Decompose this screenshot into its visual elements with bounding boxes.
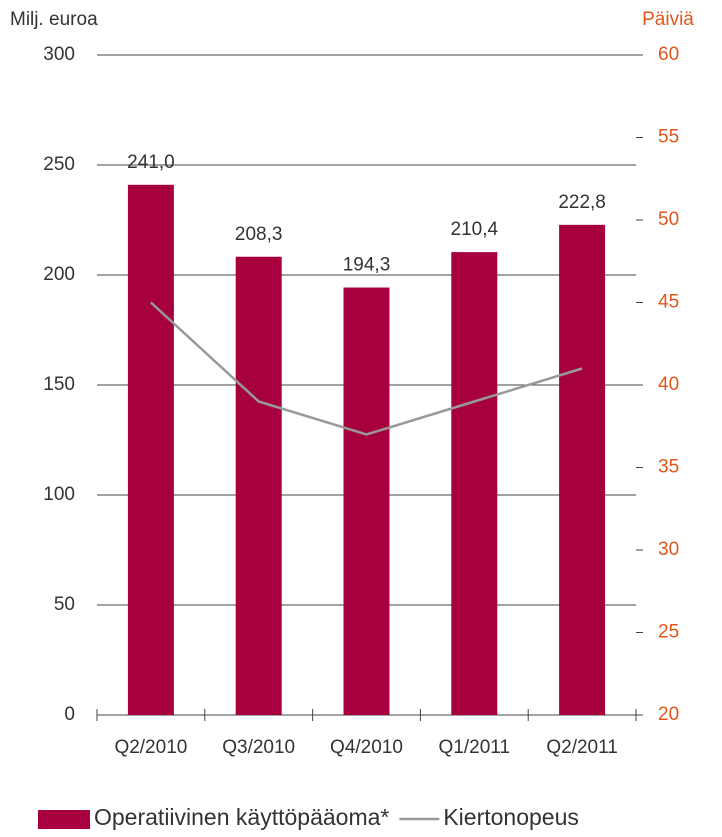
y2-tick-label: 40: [658, 374, 679, 395]
y-tick-label: 250: [43, 154, 75, 175]
y2-tick-label: 30: [658, 539, 679, 560]
y2-tick-label: 20: [658, 704, 679, 725]
y-tick-label: 100: [43, 484, 75, 505]
x-tick-label: Q3/2010: [222, 737, 295, 758]
y-tick-label: 200: [43, 264, 75, 285]
data-label: 241,0: [127, 152, 175, 173]
x-tick-label: Q1/2011: [439, 737, 510, 758]
y-tick-label: 150: [43, 374, 75, 395]
legend-swatch: [38, 810, 90, 829]
y2-axis-label: Päiviä: [642, 9, 694, 30]
y2-tick-label: 60: [658, 44, 679, 65]
y2-tick-label: 50: [658, 209, 679, 230]
legend-label: Kiertonopeus: [443, 804, 579, 830]
y2-tick-label: 55: [658, 127, 679, 148]
y-axis-label: Milj. euroa: [10, 9, 98, 30]
x-tick-label: Q4/2010: [330, 737, 403, 758]
x-tick-label: Q2/2011: [546, 737, 617, 758]
data-label: 222,8: [558, 192, 606, 213]
y2-tick-label: 25: [658, 622, 679, 643]
y-tick-label: 50: [54, 594, 75, 615]
x-tick-label: Q2/2010: [114, 737, 187, 758]
y2-tick-label: 45: [658, 292, 679, 313]
bar: [451, 252, 498, 715]
data-label: 210,4: [451, 219, 499, 240]
data-label: 208,3: [235, 224, 283, 245]
legend-label: Operatiivinen käyttöpääoma*: [94, 804, 389, 830]
line: [150, 301, 583, 436]
y2-tick-label: 35: [658, 457, 679, 478]
data-label: 194,3: [343, 255, 391, 276]
bar: [127, 184, 174, 716]
y-tick-label: 300: [43, 44, 75, 65]
y-tick-label: 0: [64, 704, 75, 725]
bar: [343, 287, 390, 715]
bar: [559, 224, 606, 715]
bar: [235, 256, 282, 715]
